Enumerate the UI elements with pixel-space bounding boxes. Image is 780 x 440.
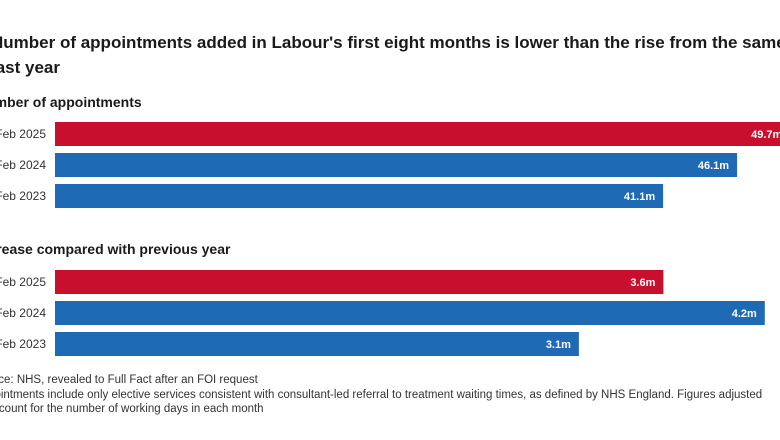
bar-value-label: 46.1m bbox=[698, 160, 729, 172]
methodology-note-line-1: Appointments include only elective servi… bbox=[0, 388, 763, 401]
chart-title: Number of appointments added in Labour's… bbox=[0, 30, 780, 80]
bar bbox=[55, 332, 579, 356]
chart-title-line-1: Number of appointments added in Labour's… bbox=[0, 33, 780, 52]
bar-value-label: 41.1m bbox=[624, 191, 655, 203]
methodology-note-line-2: to account for the number of working day… bbox=[0, 403, 264, 415]
bar bbox=[55, 122, 780, 146]
category-label: Jul-Feb 2024 bbox=[0, 306, 46, 320]
bar bbox=[55, 153, 738, 177]
source-note: Source: NHS, revealed to Full Fact after… bbox=[0, 374, 258, 386]
chart-title-line-2: last year bbox=[0, 58, 60, 77]
bar-value-label: 49.7m bbox=[751, 129, 780, 141]
panel-2-subtitle: Increase compared with previous year bbox=[0, 241, 231, 257]
bar bbox=[55, 270, 664, 294]
category-label: Jul-Feb 2025 bbox=[0, 275, 46, 289]
bar bbox=[55, 301, 765, 325]
category-label: Jul-Feb 2025 bbox=[0, 127, 46, 141]
category-label: Jul-Feb 2024 bbox=[0, 158, 46, 172]
category-label: Jul-Feb 2023 bbox=[0, 337, 46, 351]
bar-value-label: 3.6m bbox=[630, 277, 655, 289]
bar bbox=[55, 184, 664, 208]
bar-value-label: 3.1m bbox=[546, 339, 571, 351]
panel-1-subtitle: Number of appointments bbox=[0, 94, 142, 110]
category-label: Jul-Feb 2023 bbox=[0, 189, 46, 203]
bar-value-label: 4.2m bbox=[732, 308, 757, 320]
chart-footnotes: Source: NHS, revealed to Full Fact after… bbox=[0, 373, 780, 417]
